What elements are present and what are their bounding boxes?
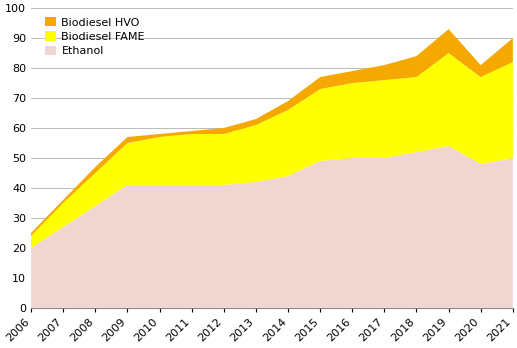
Legend: Biodiesel HVO, Biodiesel FAME, Ethanol: Biodiesel HVO, Biodiesel FAME, Ethanol xyxy=(41,14,148,60)
